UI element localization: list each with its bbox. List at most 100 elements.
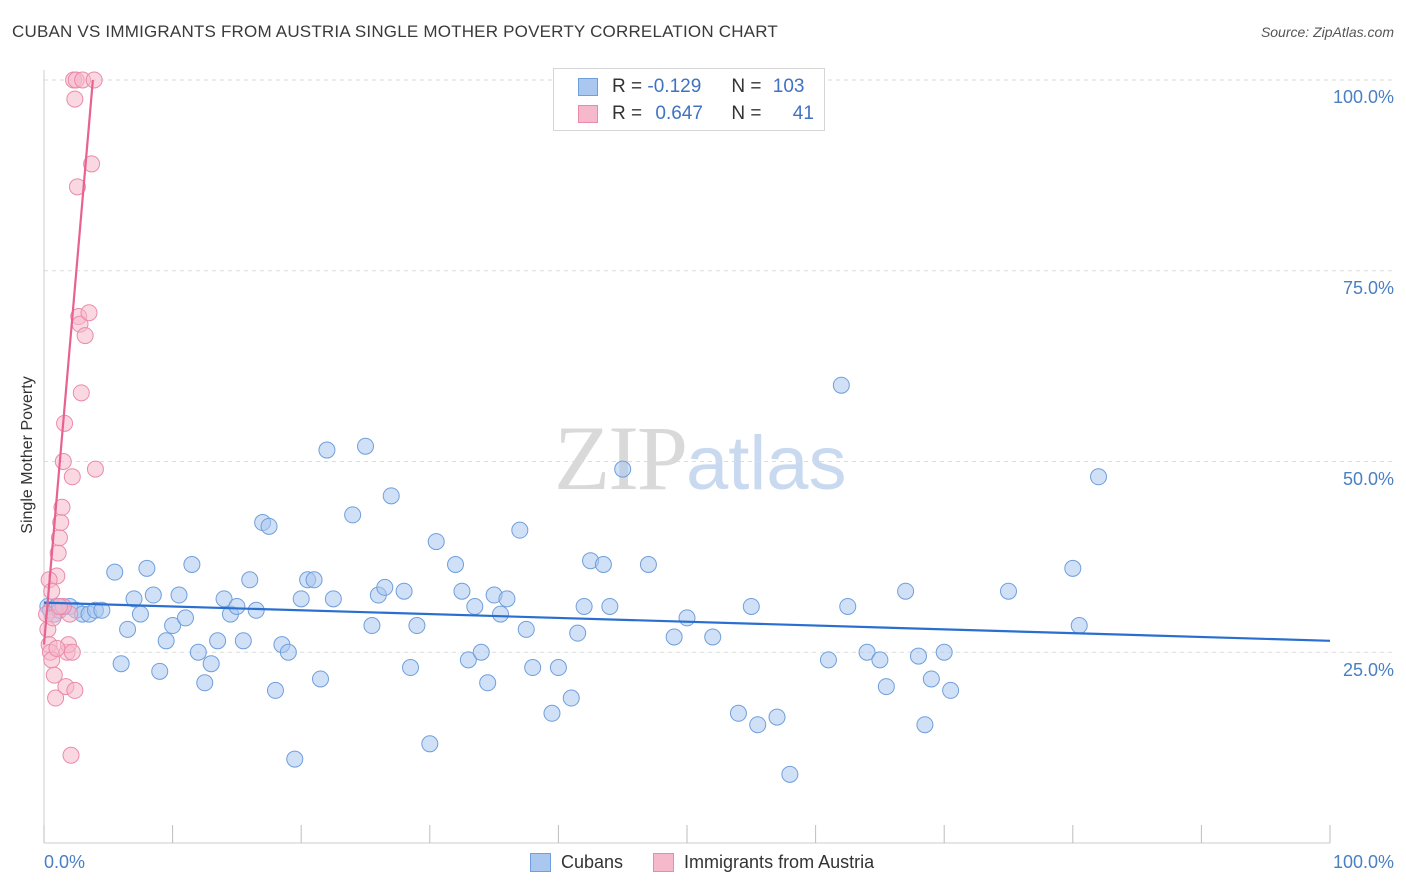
austria-point — [45, 666, 63, 684]
series-legend: Cubans Immigrants from Austria — [530, 852, 904, 873]
y-tick-100: 100.0% — [1332, 87, 1394, 107]
cubans-point — [402, 659, 420, 677]
cubans-point — [93, 601, 111, 619]
cubans-point — [241, 571, 259, 589]
cubans-point — [151, 662, 169, 680]
legend-item-cubans: Cubans — [530, 852, 623, 873]
austria-label: Immigrants from Austria — [684, 852, 875, 872]
n-label: N = — [731, 76, 762, 97]
watermark-atlas: atlas — [686, 421, 847, 506]
cubans-point — [492, 605, 510, 623]
austria-point — [68, 178, 86, 196]
austria-point — [86, 460, 104, 478]
cubans-point — [279, 643, 297, 661]
cubans-swatch — [530, 853, 551, 872]
cubans-point — [447, 556, 465, 574]
cubans-point — [260, 517, 278, 535]
cubans-point — [1064, 559, 1082, 577]
n-value: 103 — [772, 76, 805, 97]
pink-swatch — [578, 105, 598, 123]
austria-point — [83, 155, 101, 173]
cubans-point — [466, 597, 484, 615]
cubans-point — [594, 556, 612, 574]
cubans-point — [639, 556, 657, 574]
cubans-point — [877, 678, 895, 696]
cubans-point — [189, 643, 207, 661]
stats-legend: R = -0.129 N = 103 R = 0.647 N = 41 — [553, 68, 825, 131]
y-tick-50: 50.0% — [1342, 469, 1394, 489]
cubans-point — [382, 487, 400, 505]
austria-point — [66, 681, 84, 699]
chart-title: CUBAN VS IMMIGRANTS FROM AUSTRIA SINGLE … — [12, 22, 778, 41]
cubans-point — [524, 659, 542, 677]
cubans-point — [665, 628, 683, 646]
cubans-point — [749, 716, 767, 734]
cubans-point — [935, 643, 953, 661]
watermark: ZIPatlas — [554, 405, 847, 511]
cubans-point — [562, 689, 580, 707]
cubans-point — [1000, 582, 1017, 600]
cubans-point — [395, 582, 413, 600]
cubans-point — [742, 597, 760, 615]
cubans-point — [897, 582, 915, 600]
cubans-point — [819, 651, 837, 669]
legend-row-cubans: R = -0.129 N = 103 — [578, 75, 804, 99]
cubans-point — [215, 590, 233, 608]
cubans-point — [170, 586, 188, 604]
watermark-zip: ZIP — [554, 407, 688, 509]
austria-point — [66, 90, 84, 108]
cubans-point — [183, 556, 201, 574]
cubans-point — [479, 674, 497, 692]
cubans-point — [909, 647, 927, 665]
x-tick-100: 100.0% — [1332, 852, 1394, 872]
cubans-point — [157, 632, 175, 650]
austria-point — [63, 643, 81, 661]
cubans-point — [176, 609, 194, 627]
cubans-point — [266, 681, 284, 699]
legend-row-austria: R = 0.647 N = 41 — [578, 102, 814, 126]
legend-item-austria: Immigrants from Austria — [653, 852, 874, 873]
cubans-point — [408, 617, 426, 635]
cubans-point — [871, 651, 889, 669]
cubans-point — [376, 578, 394, 596]
austria-point — [72, 384, 90, 402]
x-tick-0: 0.0% — [44, 852, 86, 872]
cubans-point — [614, 460, 632, 478]
cubans-point — [832, 376, 850, 394]
n-label: N = — [731, 103, 762, 124]
cubans-point — [234, 632, 252, 650]
austria-swatch — [653, 853, 675, 872]
cubans-point — [324, 590, 342, 608]
cubans-point — [575, 597, 593, 615]
cubans-point — [549, 659, 567, 677]
cubans-point — [922, 670, 940, 688]
cubans-point — [164, 617, 182, 635]
austria-point — [48, 639, 66, 657]
austria-points — [38, 71, 104, 764]
source-label: Source: ZipAtlas.com — [1260, 24, 1394, 40]
cubans-point — [138, 559, 156, 577]
austria-point — [54, 453, 72, 470]
cubans-point — [704, 628, 722, 646]
r-value: -0.129 — [647, 76, 702, 97]
cubans-point — [247, 601, 265, 619]
cubans-point — [498, 590, 516, 608]
austria-trend-line — [42, 79, 94, 645]
y-tick-75: 75.0% — [1342, 278, 1394, 298]
cubans-point — [459, 651, 477, 669]
austria-point — [50, 597, 68, 615]
cubans-point — [1070, 617, 1088, 635]
trend-lines — [42, 79, 1331, 645]
y-tick-25: 25.0% — [1342, 660, 1394, 680]
grid-lines — [44, 79, 1395, 653]
cubans-point — [119, 620, 137, 638]
cubans-point — [209, 632, 227, 650]
cubans-point — [144, 586, 162, 604]
r-label: R = — [612, 103, 643, 124]
austria-point — [80, 304, 98, 322]
blue-swatch — [578, 78, 598, 96]
cubans-point — [858, 643, 876, 661]
cubans-point — [318, 441, 336, 459]
cubans-point — [511, 521, 529, 539]
